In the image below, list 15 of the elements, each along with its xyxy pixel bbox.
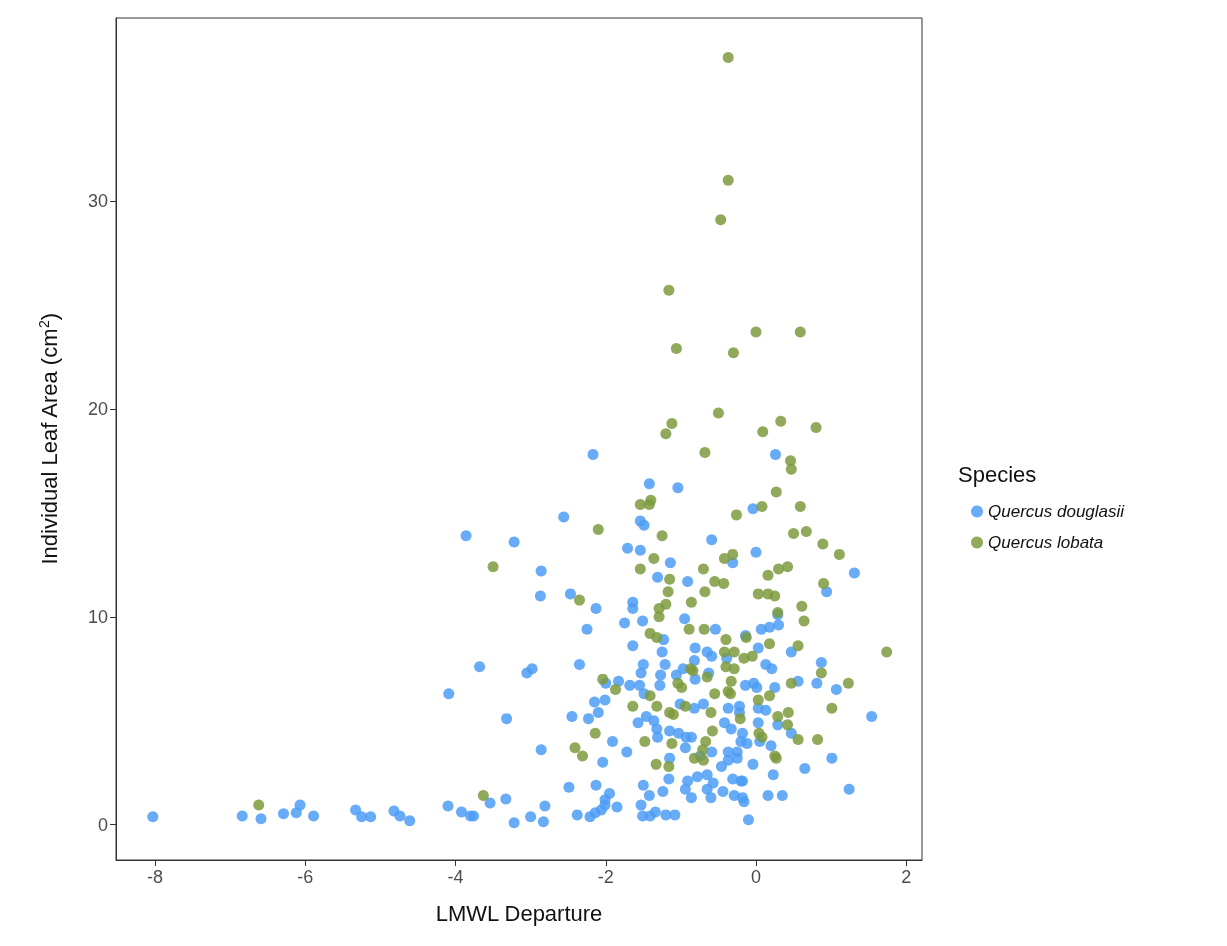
y-tick-label: 30 [87, 190, 108, 211]
x-tick-label: 2 [901, 867, 912, 887]
legend-label: Quercus lobata [988, 533, 1104, 552]
x-tick-label: -2 [597, 867, 614, 887]
x-tick-label: -8 [147, 867, 164, 887]
y-tick-label: 0 [97, 814, 108, 835]
legend-title: Species [958, 461, 1037, 487]
legend-label: Quercus douglasii [988, 502, 1126, 521]
x-tick-label: -4 [447, 867, 464, 887]
x-axis-title: LMWL Departure [435, 900, 603, 926]
x-tick-label: 0 [750, 867, 761, 887]
y-tick-label: 10 [87, 606, 108, 627]
y-tick-label: 20 [87, 398, 108, 419]
x-tick-label: -6 [297, 867, 314, 887]
y-axis-title: Individual Leaf Area (cm2) [36, 312, 62, 565]
